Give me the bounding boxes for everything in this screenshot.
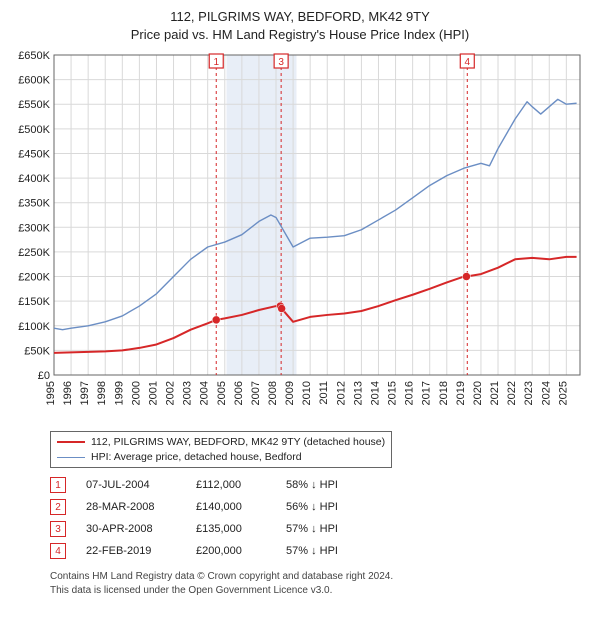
x-tick-label: 2016: [404, 381, 416, 405]
x-tick-label: 2008: [267, 381, 279, 405]
transaction-price: £112,000: [196, 479, 266, 491]
transactions-table: 1 07-JUL-2004 £112,000 58% ↓ HPI 2 28-MAR-200…: [50, 474, 590, 562]
sale-dot: [462, 273, 470, 281]
transaction-marker: 3: [50, 521, 66, 537]
title-line2: Price paid vs. HM Land Registry's House …: [10, 26, 590, 44]
sale-dot: [278, 305, 286, 313]
legend-label: HPI: Average price, detached house, Bedf…: [91, 450, 302, 465]
chart-container: 1 3 4 £0 £50K £100K £150K £200K £250K £300K £350K £…: [10, 47, 590, 427]
transaction-price: £140,000: [196, 501, 266, 513]
x-tick-label: 1998: [96, 381, 108, 405]
transaction-date: 28-MAR-2008: [86, 501, 176, 513]
legend-swatch: [57, 457, 85, 458]
x-tick-label: 2018: [438, 381, 450, 405]
x-tick-label: 2003: [182, 381, 194, 405]
price-chart: 1 3 4 £0 £50K £100K £150K £200K £250K £300K £350K £…: [10, 47, 590, 427]
x-tick-label: 2021: [489, 381, 501, 405]
transaction-delta: 56% ↓ HPI: [286, 501, 376, 513]
x-tick-label: 2019: [455, 381, 467, 405]
y-tick-label: £150K: [18, 296, 50, 308]
x-tick-label: 2007: [250, 381, 262, 405]
x-tick-label: 1997: [79, 381, 91, 405]
x-tick-label: 2014: [369, 381, 381, 405]
x-tick-label: 2010: [301, 381, 313, 405]
y-tick-label: £400K: [18, 173, 50, 185]
transaction-delta: 57% ↓ HPI: [286, 523, 376, 535]
transaction-date: 30-APR-2008: [86, 523, 176, 535]
x-tick-label: 2022: [506, 381, 518, 405]
x-tick-label: 2015: [387, 381, 399, 405]
y-tick-label: £300K: [18, 222, 50, 234]
transaction-marker: 2: [50, 499, 66, 515]
x-tick-label: 2012: [335, 381, 347, 405]
y-tick-label: £500K: [18, 124, 50, 136]
y-tick-label: £200K: [18, 272, 50, 284]
transaction-delta: 58% ↓ HPI: [286, 479, 376, 491]
transaction-date: 07-JUL-2004: [86, 479, 176, 491]
sale-dot: [212, 316, 220, 324]
x-tick-label: 2017: [421, 381, 433, 405]
footer-attribution: Contains HM Land Registry data © Crown c…: [50, 570, 590, 597]
chart-title: 112, PILGRIMS WAY, BEDFORD, MK42 9TY Pri…: [10, 8, 590, 43]
svg-text:1: 1: [213, 57, 219, 68]
transaction-row: 1 07-JUL-2004 £112,000 58% ↓ HPI: [50, 474, 590, 496]
svg-text:3: 3: [278, 57, 284, 68]
x-tick-label: 1996: [62, 381, 74, 405]
y-tick-label: £350K: [18, 198, 50, 210]
x-tick-label: 2009: [284, 381, 296, 405]
legend-label: 112, PILGRIMS WAY, BEDFORD, MK42 9TY (de…: [91, 435, 385, 450]
x-tick-label: 2025: [557, 381, 569, 405]
x-tick-label: 2013: [352, 381, 364, 405]
x-tick-label: 2004: [199, 381, 211, 405]
footer-line2: This data is licensed under the Open Gov…: [50, 584, 590, 598]
x-tick-label: 1995: [45, 381, 57, 405]
x-tick-label: 2024: [540, 381, 552, 405]
title-line1: 112, PILGRIMS WAY, BEDFORD, MK42 9TY: [10, 8, 590, 26]
transaction-row: 2 28-MAR-2008 £140,000 56% ↓ HPI: [50, 496, 590, 518]
transaction-marker: 4: [50, 543, 66, 559]
y-tick-label: £450K: [18, 149, 50, 161]
x-tick-label: 2006: [233, 381, 245, 405]
svg-text:4: 4: [465, 57, 471, 68]
x-tick-label: 2023: [523, 381, 535, 405]
transaction-delta: 57% ↓ HPI: [286, 545, 376, 557]
x-tick-label: 2002: [165, 381, 177, 405]
x-tick-label: 2020: [472, 381, 484, 405]
x-tick-label: 2005: [216, 381, 228, 405]
transaction-row: 3 30-APR-2008 £135,000 57% ↓ HPI: [50, 518, 590, 540]
transaction-price: £135,000: [196, 523, 266, 535]
y-tick-label: £50K: [24, 345, 50, 357]
transaction-marker: 1: [50, 477, 66, 493]
legend: 112, PILGRIMS WAY, BEDFORD, MK42 9TY (de…: [50, 431, 392, 468]
x-tick-label: 1999: [113, 381, 125, 405]
transaction-price: £200,000: [196, 545, 266, 557]
x-tick-label: 2000: [130, 381, 142, 405]
legend-item: 112, PILGRIMS WAY, BEDFORD, MK42 9TY (de…: [57, 435, 385, 450]
y-tick-label: £600K: [18, 75, 50, 87]
legend-item: HPI: Average price, detached house, Bedf…: [57, 450, 385, 465]
transaction-date: 22-FEB-2019: [86, 545, 176, 557]
legend-swatch: [57, 441, 85, 443]
x-tick-label: 2001: [147, 381, 159, 405]
y-tick-label: £550K: [18, 99, 50, 111]
y-tick-label: £0: [38, 370, 50, 382]
y-tick-label: £650K: [18, 50, 50, 62]
transaction-row: 4 22-FEB-2019 £200,000 57% ↓ HPI: [50, 540, 590, 562]
y-tick-label: £250K: [18, 247, 50, 259]
x-tick-label: 2011: [318, 381, 330, 405]
y-tick-label: £100K: [18, 321, 50, 333]
footer-line1: Contains HM Land Registry data © Crown c…: [50, 570, 590, 584]
